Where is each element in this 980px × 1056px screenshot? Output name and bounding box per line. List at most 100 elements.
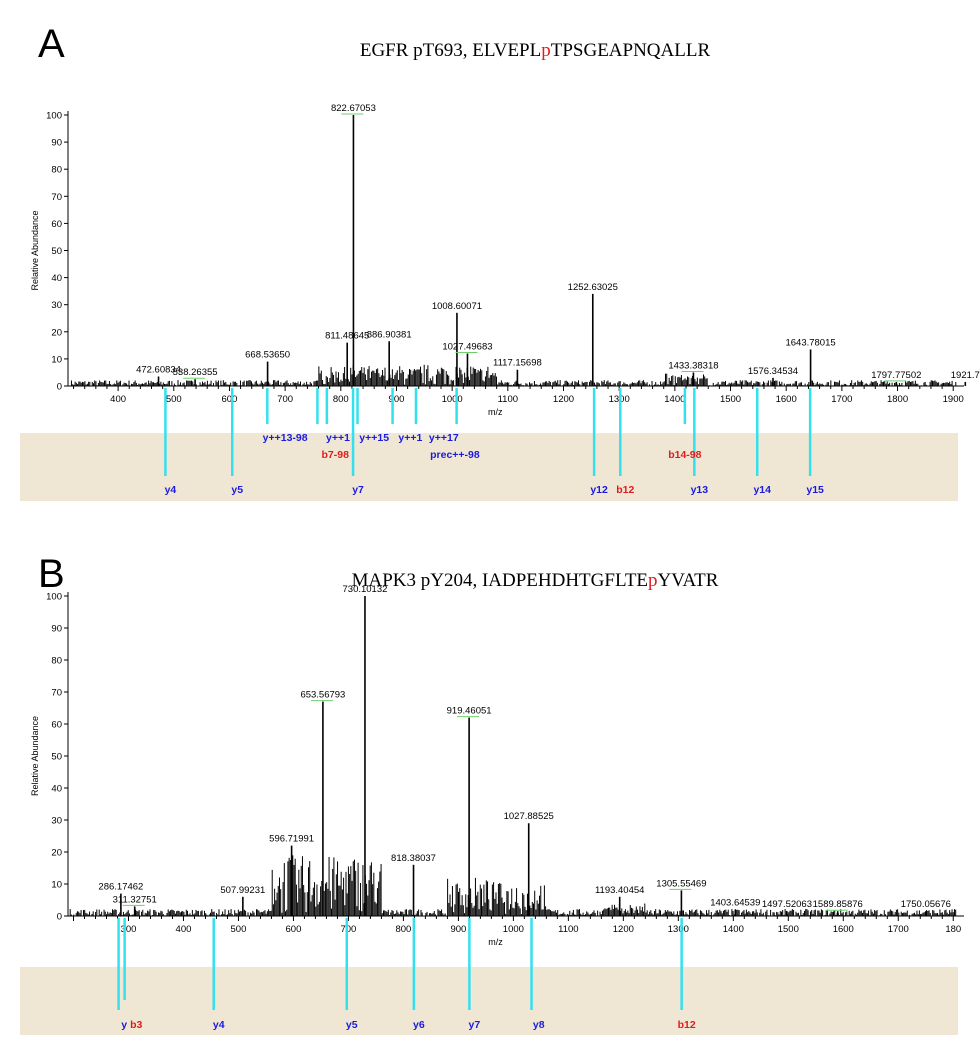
peak-label: 596.71991 <box>269 834 314 845</box>
ion-label-y: prec++-98 <box>430 449 480 461</box>
x-tick-label: 700 <box>277 394 293 405</box>
panel-a-title: EGFR pT693, ELVEPLpTPSGEAPNQALLR <box>0 40 980 62</box>
ion-label-y: y14 <box>753 484 771 496</box>
y-tick-label: 70 <box>51 192 62 203</box>
x-tick-label: 400 <box>176 924 192 935</box>
ion-label-y: y7 <box>352 484 364 496</box>
peak-label: 1027.49683 <box>442 341 492 352</box>
ion-label-b: b12 <box>616 484 634 496</box>
ion-label-y: y15 <box>806 484 824 496</box>
y-tick-label: 30 <box>51 816 62 827</box>
panel-b-title-suffix: YVATR <box>657 570 719 591</box>
peak-label: 1576.34534 <box>748 366 798 377</box>
peak-label: 919.46051 <box>447 706 492 717</box>
x-tick-label: 1100 <box>498 394 518 405</box>
y-tick-label: 10 <box>51 880 62 891</box>
y-axis-title: Relative Abundance <box>30 210 40 290</box>
ion-label-y: y5 <box>346 1019 358 1031</box>
x-tick-label: 1600 <box>776 394 797 405</box>
x-tick-label: 180 <box>945 924 961 935</box>
panel-a-title-mod: p <box>541 40 551 61</box>
y-tick-label: 50 <box>51 752 62 763</box>
y-tick-label: 60 <box>51 720 62 731</box>
peak-label: 472.60834 <box>136 365 181 376</box>
ion-label-b: b3 <box>130 1019 142 1031</box>
x-tick-label: 1200 <box>553 394 574 405</box>
ion-labels: y4 y5 y7 y12 b12 y13 y14 y15 b7-98 prec++-98 b14-9… <box>165 432 824 496</box>
x-tick-label: 1200 <box>613 924 634 935</box>
y-tick-label: 80 <box>51 656 62 667</box>
peak-label: 1921.7 <box>951 370 980 381</box>
x-tick-label: 1900 <box>943 394 964 405</box>
panel-a: A EGFR pT693, ELVEPLpTPSGEAPNQALLR 472.6… <box>0 0 980 520</box>
x-tick-label: 1600 <box>833 924 854 935</box>
y-axis-title: Relative Abundance <box>30 716 40 796</box>
y-tick-label: 90 <box>51 624 62 635</box>
y-tick-label: 10 <box>51 354 62 365</box>
peak-label: 1027.88525 <box>504 811 554 822</box>
peak-label: 1008.60071 <box>432 301 482 312</box>
peak-label: 886.90381 <box>367 329 412 340</box>
ion-label-y: y5 <box>231 484 243 496</box>
y-tick-label: 90 <box>51 138 62 149</box>
ion-label-y: y++1 <box>326 432 350 444</box>
x-axis-title: m/z <box>488 407 503 417</box>
x-tick-label: 1800 <box>887 394 908 405</box>
ion-label-y: y7 <box>469 1019 481 1031</box>
x-tick-label: 600 <box>222 394 238 405</box>
y-tick-label: 100 <box>46 111 62 122</box>
ion-label-y: y4 <box>213 1019 225 1031</box>
peak-label: 1589.85876 <box>813 899 863 910</box>
peak-label: 507.99231 <box>220 885 265 896</box>
annotation-band <box>20 967 958 1035</box>
peak-label: 1193.40454 <box>595 885 645 896</box>
ion-label-y: y <box>121 1019 127 1031</box>
y-tick-label: 50 <box>51 246 62 257</box>
ion-label-y: y6 <box>413 1019 425 1031</box>
peak-label: 1433.38318 <box>668 360 718 371</box>
x-tick-label: 300 <box>121 924 137 935</box>
peak-label: 730.10132 <box>343 584 388 595</box>
panel-a-title-suffix: TPSGEAPNQALLR <box>550 40 711 61</box>
ion-label-y: y++17 <box>429 432 459 444</box>
peak-label: 1117.15698 <box>493 358 542 369</box>
y-tick-label: 0 <box>57 912 62 923</box>
y-tick-label: 80 <box>51 165 62 176</box>
y-tick-label: 30 <box>51 300 62 311</box>
x-tick-label: 1400 <box>723 924 744 935</box>
panel-b-title-prefix: MAPK3 pY204, IADPEHDHTGFLTE <box>351 570 649 591</box>
x-tick-label: 1400 <box>664 394 685 405</box>
ion-label-y: y13 <box>691 484 709 496</box>
panel-b-title: MAPK3 pY204, IADPEHDHTGFLTEpYVATR <box>0 570 980 592</box>
y-tick-label: 20 <box>51 327 62 338</box>
peak-label: 1643.78015 <box>785 337 835 348</box>
y-tick-label: 40 <box>51 273 62 284</box>
panel-letter-b: B <box>38 552 65 596</box>
x-tick-label: 600 <box>286 924 302 935</box>
x-tick-label: 1300 <box>668 924 689 935</box>
peak-label: 311.32751 <box>113 894 157 905</box>
y-tick-label: 40 <box>51 784 62 795</box>
panel-b: B MAPK3 pY204, IADPEHDHTGFLTEpYVATR 286.… <box>0 530 980 1056</box>
x-tick-label: 1700 <box>888 924 909 935</box>
x-tick-label: 1500 <box>778 924 799 935</box>
ion-label-b: b12 <box>678 1019 696 1031</box>
y-tick-label: 70 <box>51 688 62 699</box>
peak-label: 668.53650 <box>245 350 290 361</box>
ion-label-y: y++1 <box>398 432 422 444</box>
y-tick-label: 0 <box>57 382 62 393</box>
peak-label: 286.17462 <box>98 882 143 893</box>
peak-label: 1252.63025 <box>568 282 618 293</box>
ion-label-b: b7-98 <box>322 449 350 461</box>
x-tick-label: 500 <box>231 924 247 935</box>
peak-label: 1403.64539 <box>710 898 760 909</box>
x-tick-label: 800 <box>395 924 411 935</box>
y-tick-label: 60 <box>51 219 62 230</box>
x-tick-label: 1700 <box>831 394 852 405</box>
panel-a-title-prefix: EGFR pT693, ELVEPL <box>359 40 542 61</box>
peak-label: 1750.05676 <box>901 899 951 910</box>
